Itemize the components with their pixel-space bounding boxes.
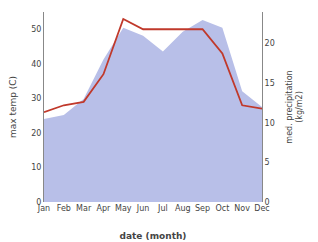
svg-text:10: 10 bbox=[265, 119, 275, 128]
svg-text:30: 30 bbox=[31, 94, 41, 103]
svg-text:Nov: Nov bbox=[234, 204, 250, 213]
svg-text:5: 5 bbox=[265, 158, 270, 167]
svg-text:May: May bbox=[115, 204, 132, 213]
svg-text:Jan: Jan bbox=[37, 204, 50, 213]
svg-text:10: 10 bbox=[31, 163, 41, 172]
svg-text:Jul: Jul bbox=[157, 204, 168, 213]
svg-text:0: 0 bbox=[36, 198, 41, 207]
svg-text:Sep: Sep bbox=[195, 204, 210, 213]
svg-text:20: 20 bbox=[31, 129, 41, 138]
svg-text:med. precipitation(kg/m2): med. precipitation(kg/m2) bbox=[285, 70, 304, 143]
svg-text:Dec: Dec bbox=[254, 204, 269, 213]
svg-text:50: 50 bbox=[31, 25, 41, 34]
svg-text:Apr: Apr bbox=[97, 204, 112, 213]
svg-text:Mar: Mar bbox=[76, 204, 92, 213]
svg-text:Jun: Jun bbox=[136, 204, 150, 213]
svg-text:Aug: Aug bbox=[175, 204, 191, 213]
svg-text:date (month): date (month) bbox=[120, 231, 187, 241]
svg-text:0: 0 bbox=[265, 198, 270, 207]
svg-text:40: 40 bbox=[31, 60, 41, 69]
svg-text:max temp (C): max temp (C) bbox=[8, 76, 18, 138]
svg-text:Feb: Feb bbox=[57, 204, 71, 213]
svg-text:20: 20 bbox=[265, 39, 275, 48]
svg-text:Oct: Oct bbox=[215, 204, 229, 213]
svg-text:15: 15 bbox=[265, 79, 275, 88]
